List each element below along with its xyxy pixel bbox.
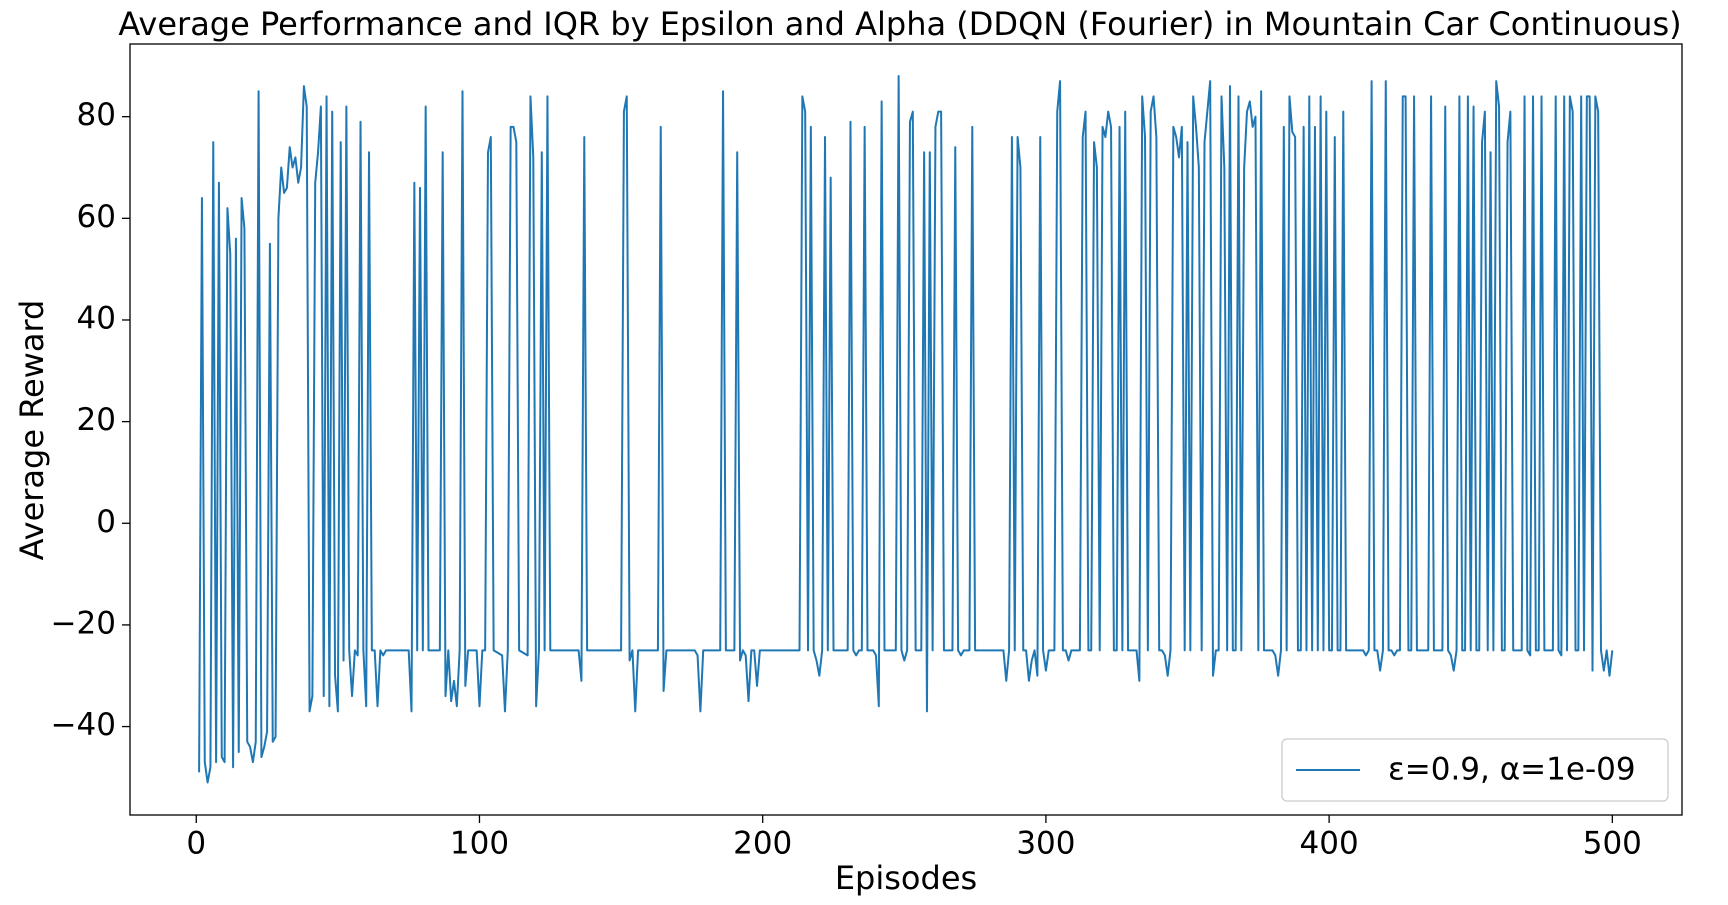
x-tick-label: 100 — [450, 826, 509, 862]
y-tick-label: 60 — [77, 199, 116, 235]
y-tick-label: 80 — [77, 97, 116, 133]
y-tick-label: 20 — [77, 402, 116, 438]
plot-frame — [129, 43, 1683, 816]
x-axis-label: Episodes — [835, 859, 977, 897]
x-tick-label: 200 — [733, 826, 792, 862]
chart-title: Average Performance and IQR by Epsilon a… — [118, 5, 1681, 43]
x-tick-label: 0 — [186, 826, 206, 862]
x-tick-label: 400 — [1300, 826, 1359, 862]
legend-box — [1281, 738, 1669, 802]
x-tick-label: 500 — [1583, 826, 1642, 862]
y-tick-label: 40 — [77, 300, 116, 336]
data-line — [198, 75, 1614, 784]
y-tick-label: −40 — [51, 707, 116, 743]
legend-label: ε=0.9, α=1e-09 — [1388, 752, 1636, 788]
y-tick-label: −20 — [51, 605, 116, 641]
y-tick-label: 0 — [96, 504, 116, 540]
y-axis-label: Average Reward — [13, 300, 51, 561]
x-tick-label: 300 — [1016, 826, 1075, 862]
